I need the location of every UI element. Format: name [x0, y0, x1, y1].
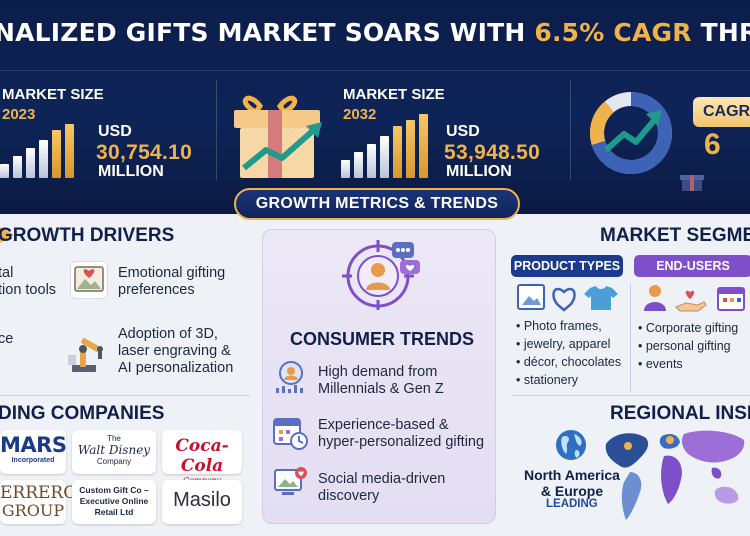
product-bullet: • décor, chocolates [516, 355, 622, 369]
calendar-icon [273, 418, 308, 450]
company-tile-masilo: Masilo [162, 480, 242, 524]
driver-text-1: tal tion tools [0, 265, 57, 298]
globe-icon [556, 430, 586, 460]
market-value-2023: 30,754.10 [96, 141, 193, 164]
heart-picture-icon [70, 261, 108, 299]
cagr-badge: CAGR [693, 97, 750, 127]
currency-2023: USD [98, 123, 132, 140]
leading-companies-title: DING COMPANIES [0, 403, 165, 424]
leading-region: North America & Europe [524, 467, 620, 499]
social-screen-icon [274, 467, 307, 495]
hero-banner: NALIZED GIFTS MARKET SOARS WITH 6.5% CAG… [0, 0, 750, 214]
bar-graphic-2032 [341, 114, 428, 178]
bar-graphic-2023 [0, 124, 74, 178]
photo-frame-icon [517, 284, 545, 310]
growth-drivers-title: GROWTH DRIVERS [0, 225, 175, 246]
product-types-icons [517, 284, 618, 312]
gift-growth-icon [234, 95, 322, 178]
headline: NALIZED GIFTS MARKET SOARS WITH 6.5% CAG… [0, 18, 750, 47]
divider [570, 80, 571, 180]
end-users-icons [644, 285, 745, 312]
product-bullet: • Photo frames, [516, 319, 602, 333]
trend-text-3: Social media-driven discovery [318, 471, 446, 504]
driver-text-4: Adoption of 3D, laser engraving & AI perso… [118, 326, 234, 376]
market-segments-title: MARKET SEGMEN [600, 225, 750, 246]
leading-status: LEADING [546, 498, 598, 510]
divider [0, 70, 750, 71]
tshirt-icon [584, 286, 618, 310]
world-map-icon [605, 430, 745, 520]
target-audience-icon [342, 240, 420, 310]
corporate-person-icon [649, 285, 661, 297]
regional-insights-title: REGIONAL INSIG [610, 403, 750, 424]
hand-heart-icon [685, 290, 695, 299]
divider [511, 395, 750, 396]
market-size-2023-label: MARKET SIZE [2, 86, 104, 103]
trend-text-1: High demand from Millennials & Gen Z [318, 364, 444, 397]
divider [0, 395, 250, 396]
divider [216, 80, 217, 180]
company-tile-cocacola: Coca-Cola Company [162, 430, 242, 485]
company-tile-mars: MARS Incorporated [0, 430, 67, 474]
driver-marker-icon [0, 227, 14, 243]
market-value-2032: 53,948.50 [444, 141, 541, 164]
company-tile-disney: The Walt Disney Company [72, 430, 156, 474]
unit-2032: MILLION [446, 163, 512, 180]
divider [630, 283, 631, 391]
person-audio-icon [276, 361, 303, 393]
driver-text-3: ce [0, 331, 14, 347]
product-types-label: PRODUCT TYPES [511, 255, 623, 277]
company-tile-custom-gift-co: Custom Gift Co – Executive Online Retail L… [72, 480, 156, 524]
market-size-2032-year: 2032 [343, 106, 377, 123]
consumer-trends-title: CONSUMER TRENDS [290, 329, 475, 349]
cagr-donut-icon [590, 92, 672, 174]
cagr-value: 6 [704, 128, 721, 161]
trend-text-2: Experience-based & hyper-personalized gif… [318, 417, 485, 450]
end-user-bullet: • events [638, 357, 683, 371]
driver-text-2: Emotional gifting preferences [118, 265, 226, 298]
end-user-bullet: • personal gifting [638, 339, 731, 353]
company-tile-ferrero: ERRERO GROUP [0, 480, 77, 524]
market-size-2032-label: MARKET SIZE [343, 86, 445, 103]
robotic-arm-icon [68, 338, 103, 372]
market-size-2023-year: 2023 [2, 106, 36, 123]
growth-metrics-banner: GROWTH METRICS & TRENDS [234, 188, 520, 220]
product-bullet: • jewelry, apparel [516, 337, 611, 351]
product-bullet: • stationery [516, 373, 579, 387]
currency-2032: USD [446, 123, 480, 140]
small-gift-icon [680, 175, 704, 191]
end-user-bullet: • Corporate gifting [638, 321, 739, 335]
end-users-label: END-USERS [634, 255, 750, 277]
necklace-icon [552, 287, 576, 312]
unit-2023: MILLION [98, 163, 164, 180]
